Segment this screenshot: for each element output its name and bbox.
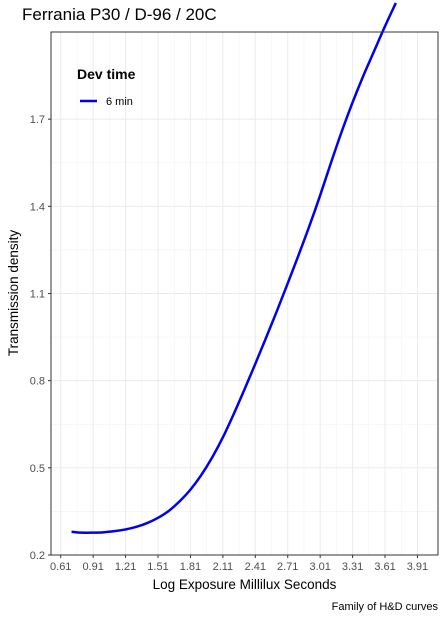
y-tick-label: 0.8 — [30, 376, 45, 388]
series-layer — [71, 2, 397, 534]
x-tick-label: 3.01 — [309, 561, 330, 573]
x-tick-label: 2.71 — [277, 561, 298, 573]
x-tick-label: 0.61 — [50, 561, 71, 573]
y-tick-label: 1.7 — [30, 114, 45, 126]
x-tick-label: 1.51 — [147, 561, 168, 573]
legend-label-6-min: 6 min — [106, 96, 133, 108]
x-tick-label: 1.21 — [115, 561, 136, 573]
x-tick-label: 1.81 — [180, 561, 201, 573]
grid — [51, 32, 438, 556]
x-tick-label: 3.91 — [407, 561, 428, 573]
x-axis: 0.61 0.91 1.21 1.51 1.81 2.11 2.41 2.71 3.01 3.31… — [50, 555, 428, 573]
x-tick-label: 2.11 — [213, 561, 234, 573]
series-line-6-min — [71, 2, 397, 534]
x-tick-label: 0.91 — [82, 561, 103, 573]
y-tick-label: 1.1 — [30, 289, 45, 301]
chart-title: Ferrania P30 / D-96 / 20C — [22, 5, 217, 24]
y-tick-label: 0.5 — [30, 463, 45, 475]
y-tick-label: 0.2 — [30, 550, 45, 562]
caption: Family of H&D curves — [332, 601, 439, 613]
y-axis-title: Transmission density — [6, 230, 21, 357]
y-tick-label: 1.4 — [30, 201, 45, 213]
x-axis-title: Log Exposure Millilux Seconds — [153, 577, 337, 592]
legend: Dev time 6 min — [77, 66, 136, 108]
legend-title: Dev time — [77, 66, 136, 82]
x-tick-label: 3.61 — [374, 561, 395, 573]
x-tick-label: 2.41 — [245, 561, 266, 573]
y-axis: 0.2 0.5 0.8 1.1 1.4 1.7 — [30, 114, 51, 562]
x-tick-label: 3.31 — [342, 561, 363, 573]
